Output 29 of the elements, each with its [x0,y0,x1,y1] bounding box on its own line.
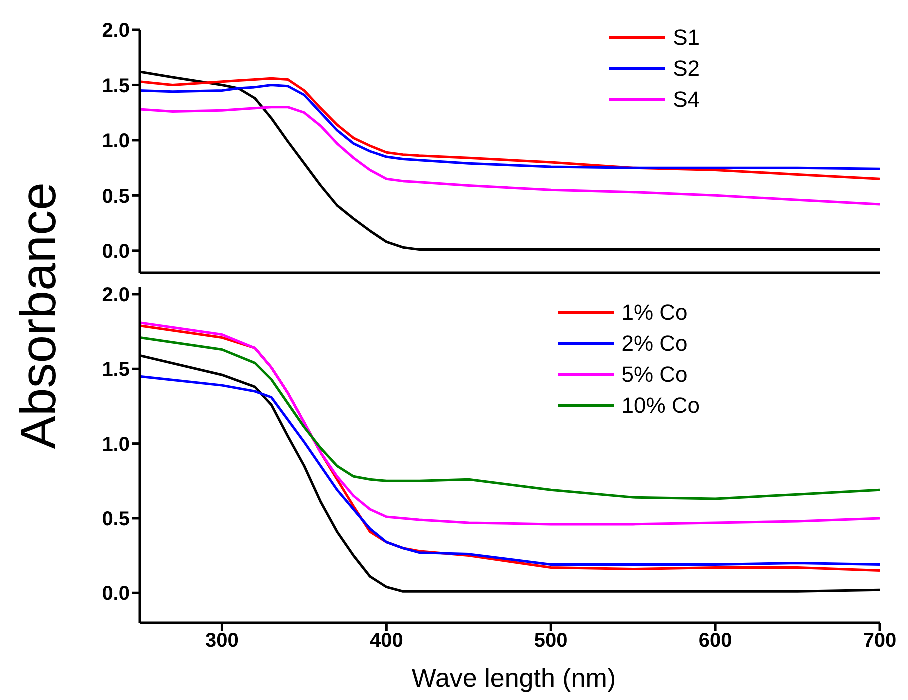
y-tick-label: 1.0 [102,434,130,456]
legend-label: 2% Co [622,330,688,356]
legend-label: 5% Co [622,362,688,388]
y-tick-label: 2.0 [102,284,130,307]
x-tick-label: 700 [863,630,897,652]
x-tick-label: 600 [698,630,732,652]
y-tick-label: 0.0 [102,241,130,264]
x-axis-title: Wave length (nm) [410,663,618,694]
y-tick-label: 0.5 [102,508,130,531]
y-tick-label: 0.0 [102,583,130,606]
legend-label: S4 [673,86,700,112]
x-tick-label: 300 [206,630,239,652]
y-tick-label: 1.0 [102,130,130,153]
legend-label: S1 [673,24,700,50]
line-series [140,77,880,180]
line-series [140,84,880,170]
line-series [140,106,880,206]
line-series [140,336,880,500]
legend-label: 1% Co [622,300,688,326]
line-series [140,322,880,526]
y-axis-title: Absorbance [9,182,67,449]
legend-label: 10% Co [622,392,700,418]
y-tick-label: 2.0 [102,20,130,42]
x-tick-label: 500 [534,630,568,652]
x-tick-label: 400 [370,630,404,652]
y-tick-label: 1.5 [102,359,130,382]
y-tick-label: 1.5 [102,75,130,98]
legend-label: S2 [673,56,700,82]
y-tick-label: 0.5 [102,186,130,208]
